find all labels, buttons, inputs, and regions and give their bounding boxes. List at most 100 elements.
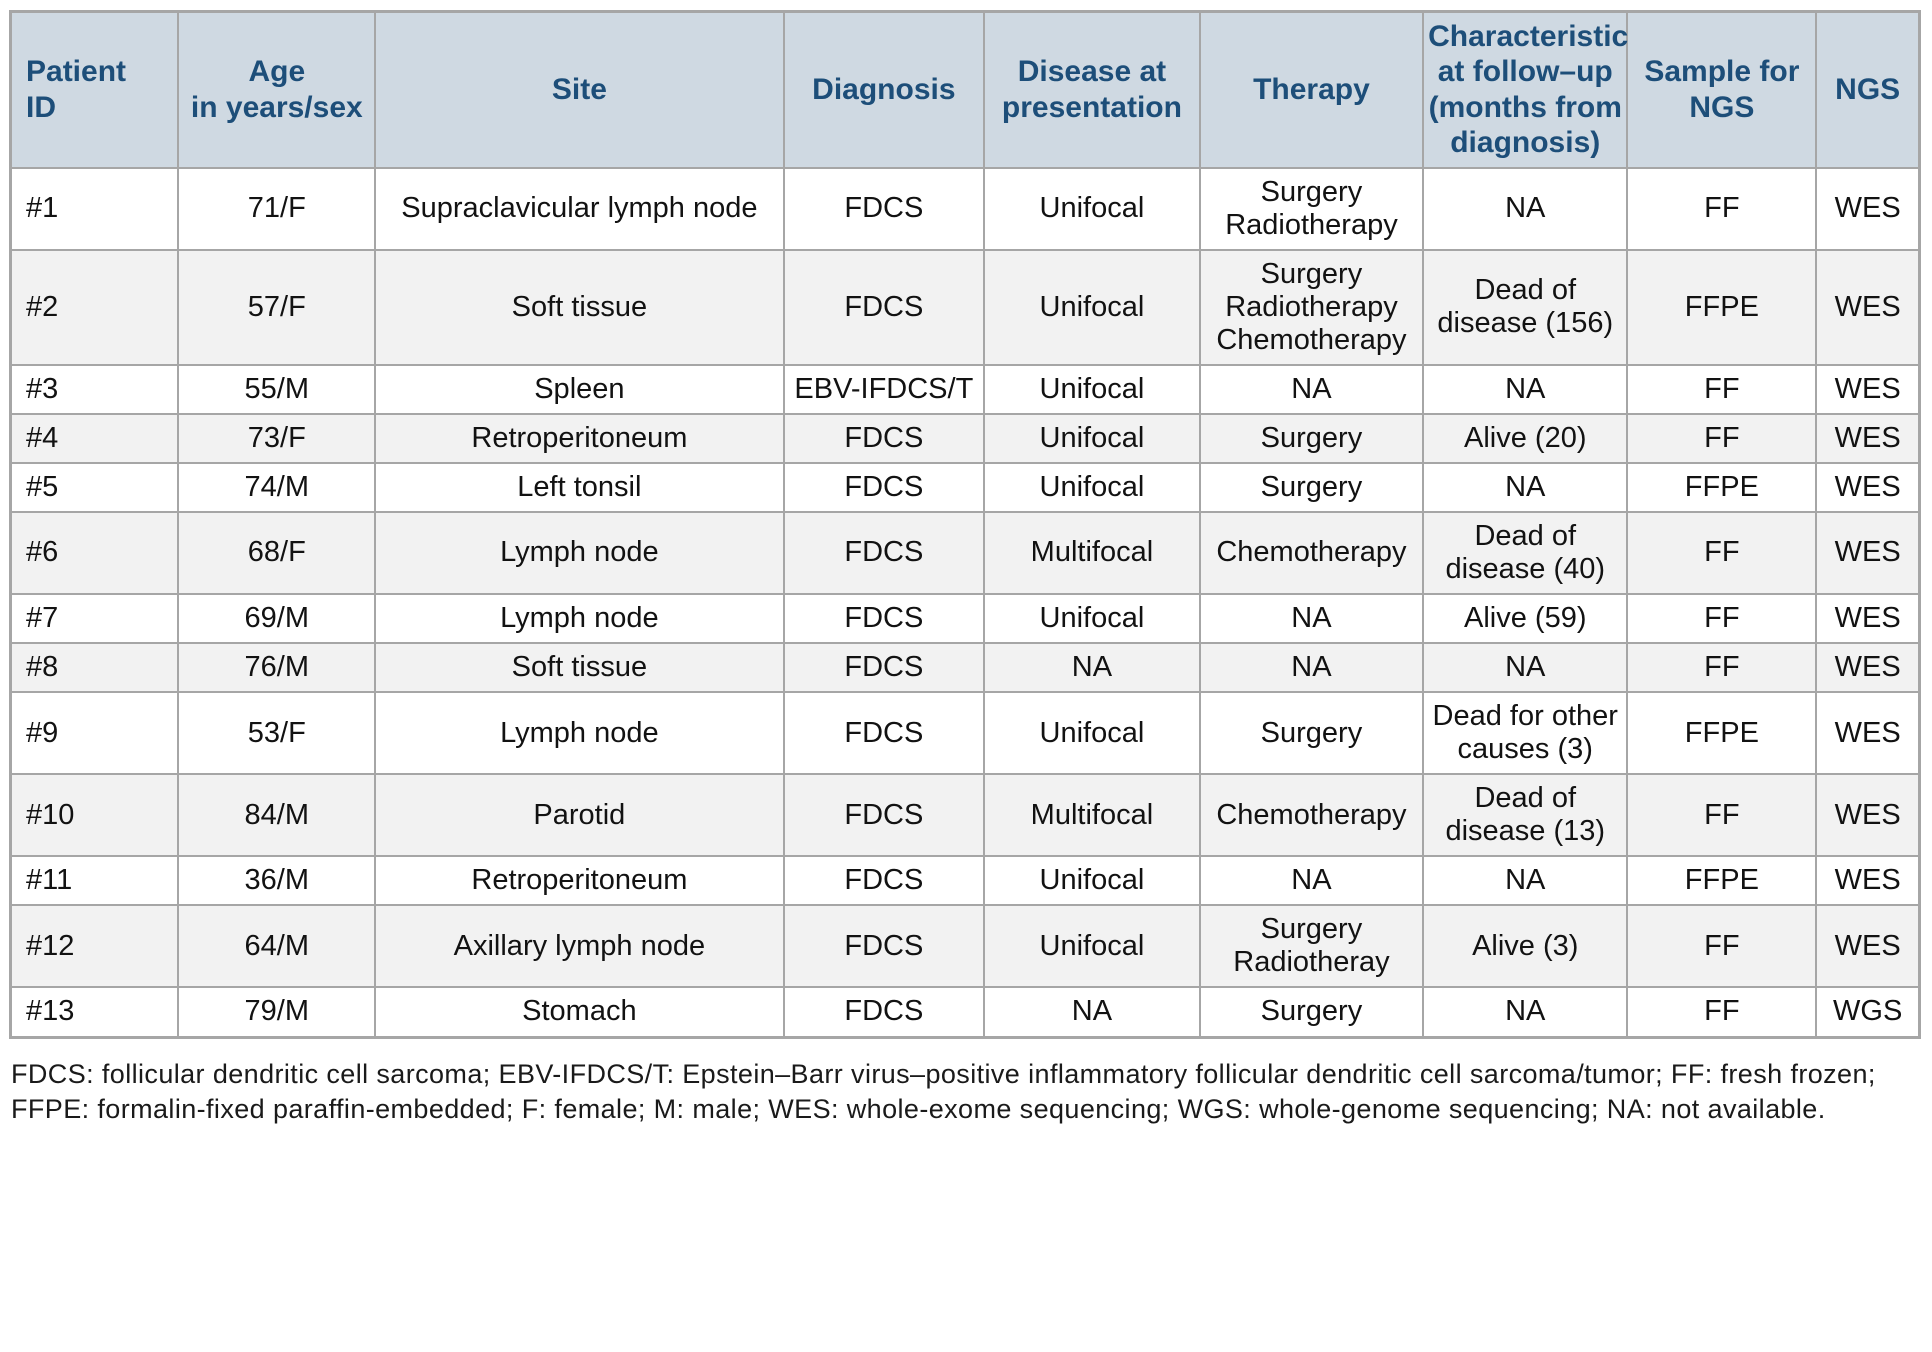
column-header-age-sex: Age in years/sex [177,10,377,169]
column-header-sample-for-ngs: Sample for NGS [1626,10,1818,169]
column-header-therapy: Therapy [1198,10,1425,169]
cell-disease-at-presentation: Unifocal [983,904,1201,989]
patient-table: Patient ID Age in years/sex Site Diagnos… [9,10,1921,1039]
cell-ngs: WES [1815,461,1921,513]
cell-diagnosis: FDCS [782,986,986,1038]
column-header-patient-id: Patient ID [9,10,180,169]
cell-followup-characteristic: Alive (20) [1422,412,1629,464]
cell-followup-characteristic: Dead for other causes (3) [1422,691,1629,776]
cell-sample-for-ngs: FF [1626,986,1818,1038]
cell-diagnosis: FDCS [782,593,986,645]
cell-diagnosis: FDCS [782,642,986,694]
cell-site: Retroperitoneum [374,412,785,464]
cell-patient-id: #9 [9,691,180,776]
cell-therapy: Surgery [1198,691,1425,776]
cell-ngs: WES [1815,855,1921,907]
cell-site: Lymph node [374,593,785,645]
cell-disease-at-presentation: NA [983,986,1201,1038]
cell-disease-at-presentation: Multifocal [983,773,1201,858]
cell-ngs: WES [1815,510,1921,596]
cell-age-sex: 73/F [177,412,377,464]
cell-age-sex: 53/F [177,691,377,776]
cell-ngs: WGS [1815,986,1921,1038]
cell-site: Lymph node [374,510,785,596]
cell-age-sex: 64/M [177,904,377,989]
cell-sample-for-ngs: FF [1626,166,1818,251]
cell-site: Soft tissue [374,248,785,366]
cell-site: Lymph node [374,691,785,776]
cell-disease-at-presentation: Unifocal [983,166,1201,251]
cell-ngs: WES [1815,904,1921,989]
cell-sample-for-ngs: FFPE [1626,855,1818,907]
cell-followup-characteristic: Dead of disease (13) [1422,773,1629,858]
cell-therapy: NA [1198,855,1425,907]
table-body: #1 71/F Supraclavicular lymph node FDCS Unif… [9,166,1921,1038]
cell-sample-for-ngs: FF [1626,510,1818,596]
cell-disease-at-presentation: Multifocal [983,510,1201,596]
cell-followup-characteristic: Alive (3) [1422,904,1629,989]
cell-therapy: NA [1198,642,1425,694]
cell-diagnosis: FDCS [782,248,986,366]
cell-site: Left tonsil [374,461,785,513]
cell-sample-for-ngs: FF [1626,412,1818,464]
column-header-followup-characteristic: Characteristic at follow–up (months from… [1422,10,1629,169]
cell-disease-at-presentation: Unifocal [983,248,1201,366]
cell-ngs: WES [1815,691,1921,776]
cell-sample-for-ngs: FFPE [1626,248,1818,366]
cell-ngs: WES [1815,166,1921,251]
cell-disease-at-presentation: Unifocal [983,363,1201,415]
cell-sample-for-ngs: FFPE [1626,691,1818,776]
cell-diagnosis: EBV-IFDCS/T [782,363,986,415]
cell-diagnosis: FDCS [782,691,986,776]
cell-age-sex: 74/M [177,461,377,513]
cell-ngs: WES [1815,773,1921,858]
cell-patient-id: #1 [9,166,180,251]
table-row: #2 57/F Soft tissue FDCS Unifocal Surgery Rad… [9,248,1921,366]
cell-therapy: Surgery [1198,412,1425,464]
cell-diagnosis: FDCS [782,855,986,907]
table-row: #1 71/F Supraclavicular lymph node FDCS Unif… [9,166,1921,251]
cell-followup-characteristic: NA [1422,642,1629,694]
cell-patient-id: #7 [9,593,180,645]
cell-followup-characteristic: Dead of disease (40) [1422,510,1629,596]
table-row: #11 36/M Retroperitoneum FDCS Unifocal NA NA FF… [9,855,1921,907]
cell-sample-for-ngs: FF [1626,773,1818,858]
cell-patient-id: #2 [9,248,180,366]
cell-diagnosis: FDCS [782,166,986,251]
cell-patient-id: #6 [9,510,180,596]
table-row: #3 55/M Spleen EBV-IFDCS/T Unifocal NA NA FF WES [9,363,1921,415]
cell-diagnosis: FDCS [782,412,986,464]
cell-age-sex: 55/M [177,363,377,415]
cell-ngs: WES [1815,593,1921,645]
table-row: #7 69/M Lymph node FDCS Unifocal NA Alive (59)… [9,593,1921,645]
cell-site: Spleen [374,363,785,415]
cell-site: Stomach [374,986,785,1038]
table-row: #8 76/M Soft tissue FDCS NA NA NA FF WES [9,642,1921,694]
cell-patient-id: #13 [9,986,180,1038]
table-header: Patient ID Age in years/sex Site Diagnos… [9,10,1921,169]
cell-patient-id: #5 [9,461,180,513]
cell-therapy: Chemotherapy [1198,773,1425,858]
cell-age-sex: 71/F [177,166,377,251]
cell-ngs: WES [1815,363,1921,415]
table-row: #13 79/M Stomach FDCS NA Surgery NA FF WGS [9,986,1921,1038]
abbreviations-footnote: FDCS: follicular dendritic cell sarcoma;… [11,1058,1876,1125]
cell-therapy: NA [1198,593,1425,645]
header-row: Patient ID Age in years/sex Site Diagnos… [9,10,1921,169]
table-row: #10 84/M Parotid FDCS Multifocal Chemotherapy… [9,773,1921,858]
column-header-ngs: NGS [1815,10,1921,169]
cell-therapy: Surgery Radiotherapy Chemotherapy [1198,248,1425,366]
cell-disease-at-presentation: NA [983,642,1201,694]
cell-followup-characteristic: NA [1422,855,1629,907]
cell-therapy: NA [1198,363,1425,415]
cell-ngs: WES [1815,412,1921,464]
column-header-disease-at-presentation: Disease at presentation [983,10,1201,169]
cell-age-sex: 36/M [177,855,377,907]
cell-sample-for-ngs: FF [1626,904,1818,989]
cell-site: Parotid [374,773,785,858]
table-row: #5 74/M Left tonsil FDCS Unifocal Surgery NA FF… [9,461,1921,513]
cell-followup-characteristic: Dead of disease (156) [1422,248,1629,366]
cell-followup-characteristic: NA [1422,166,1629,251]
cell-therapy: Surgery Radiotherapy [1198,166,1425,251]
cell-followup-characteristic: Alive (59) [1422,593,1629,645]
